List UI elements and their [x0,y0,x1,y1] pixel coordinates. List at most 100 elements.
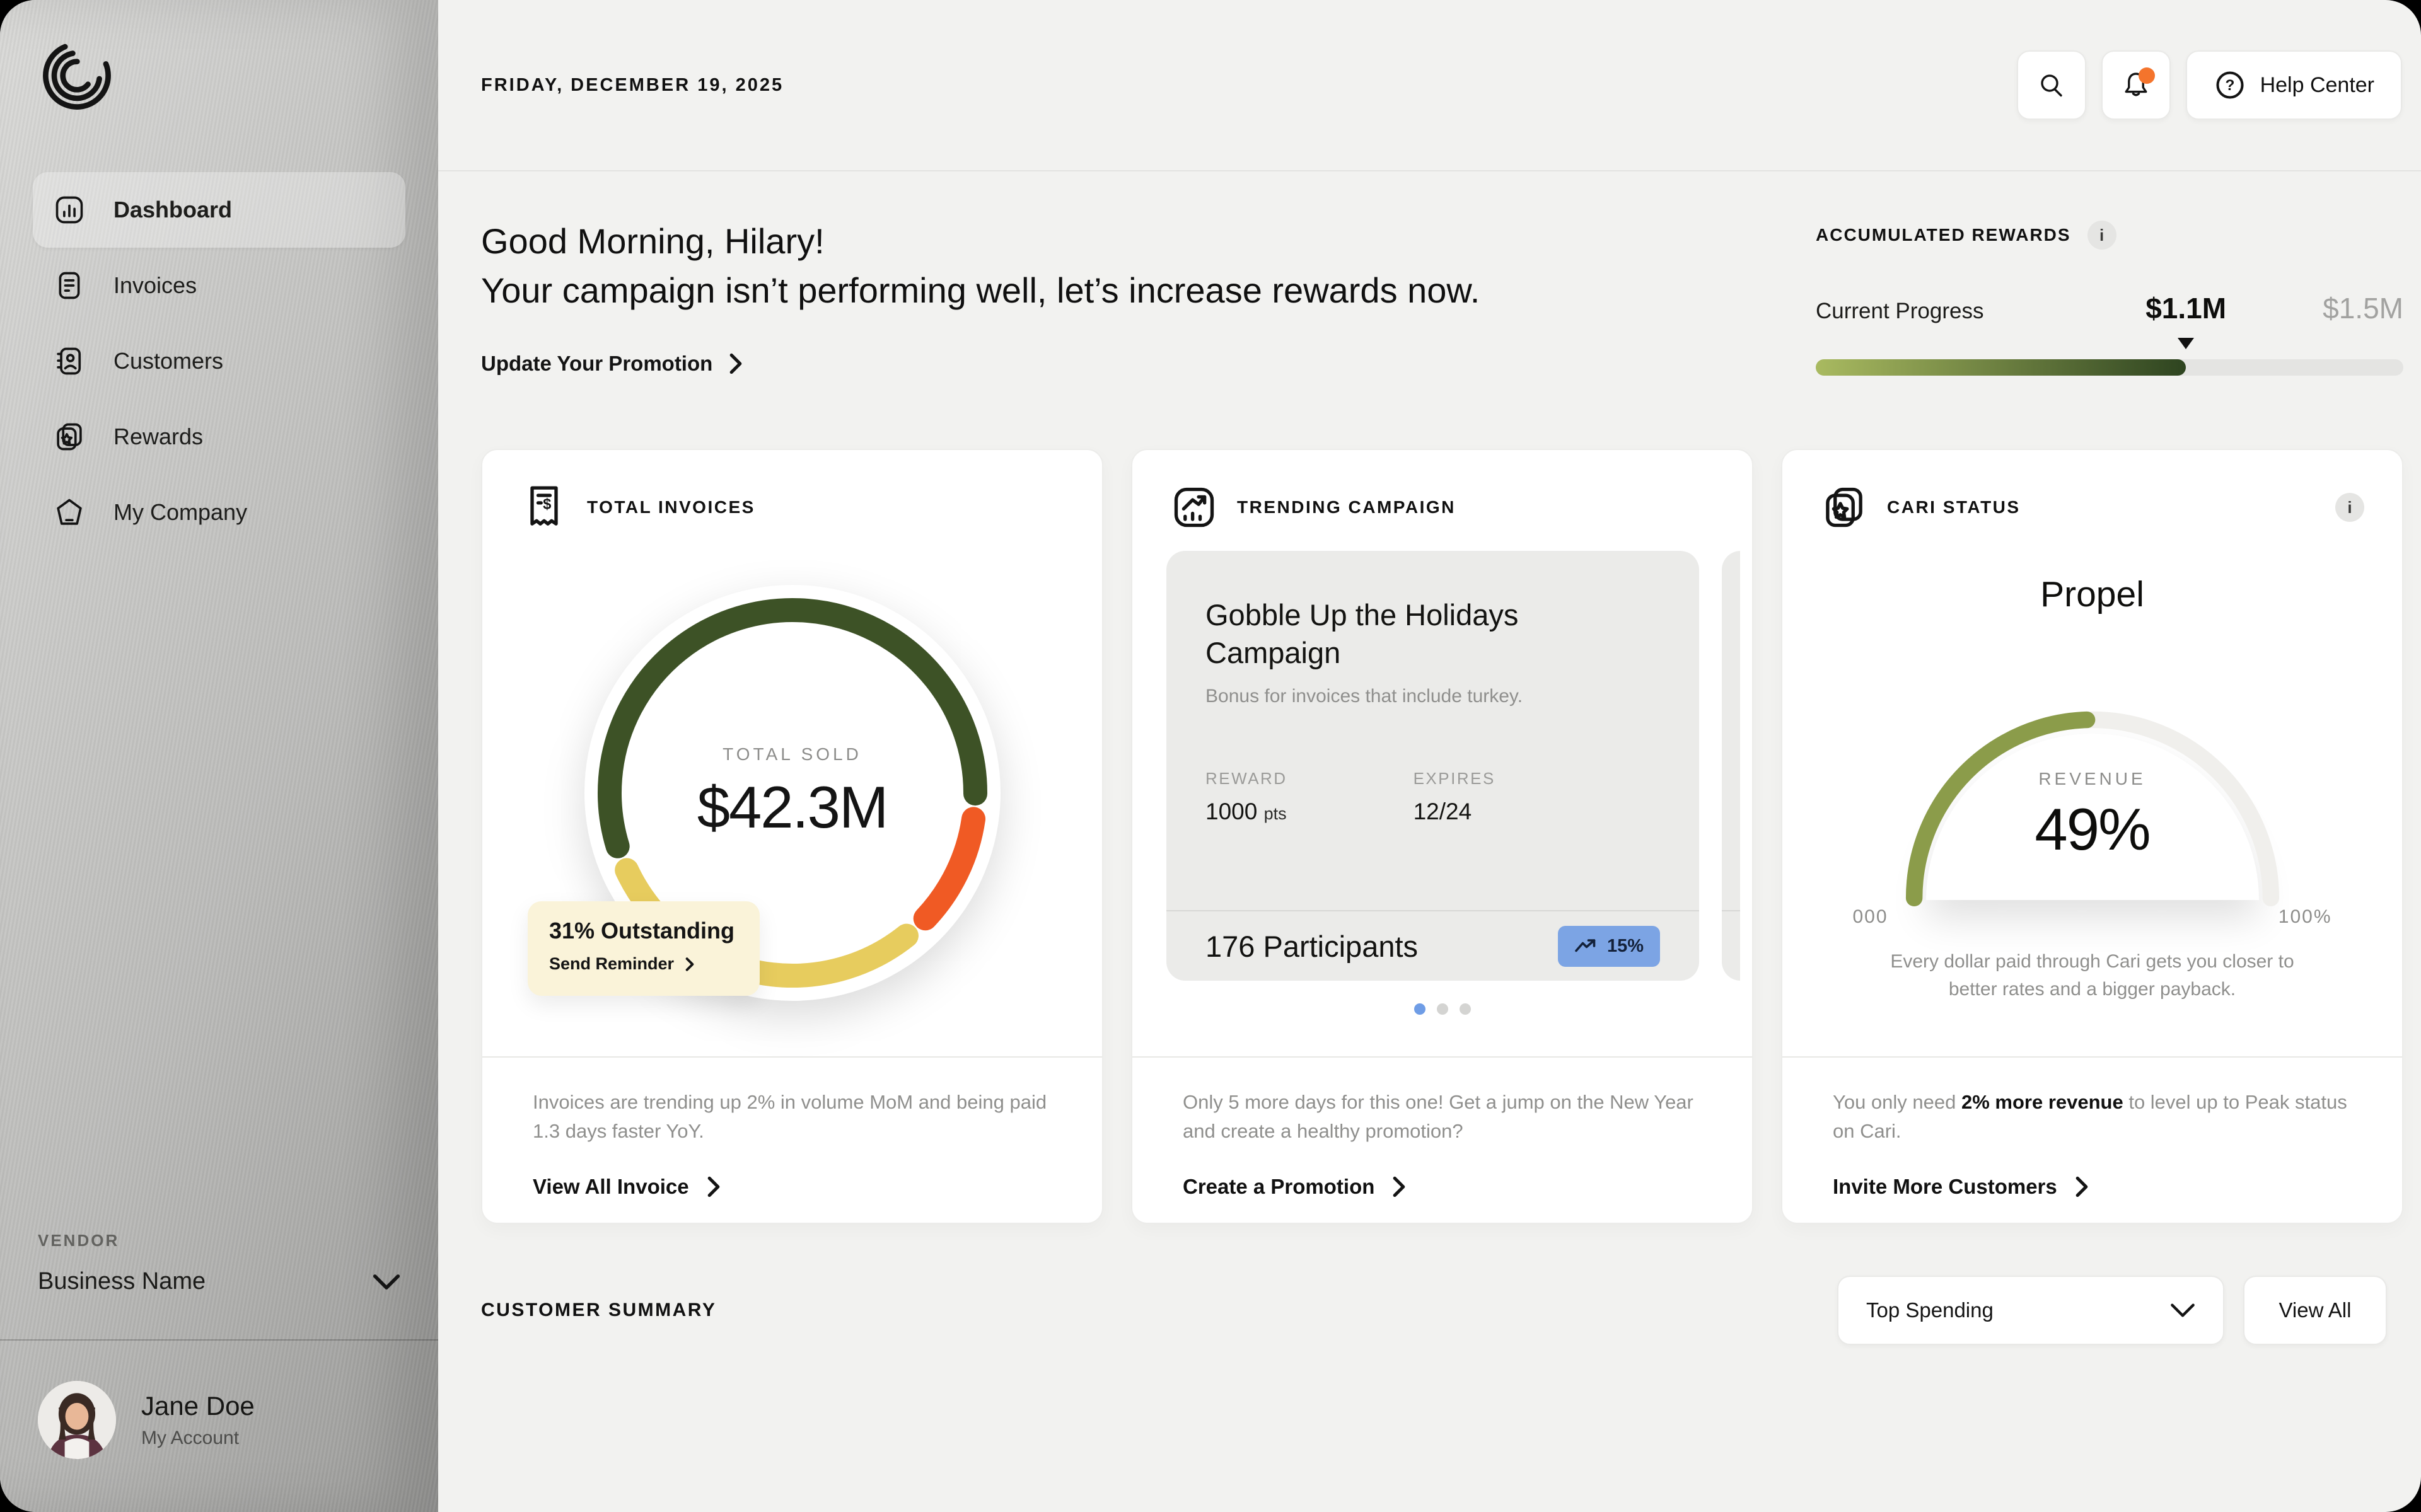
invite-customers-link[interactable]: Invite More Customers [1833,1175,2352,1199]
avatar [38,1381,116,1459]
tooltip-title: 31% Outstanding [549,918,735,944]
vendor-section: VENDOR Business Name [0,1231,438,1295]
hero-section: Good Morning, Hilary! Your campaign isn’… [481,217,2403,376]
invite-customers-label: Invite More Customers [1833,1175,2057,1198]
invoices-summary-text: Invoices are trending up 2% in volume Mo… [533,1091,1047,1142]
card-title: CARI STATUS [1887,497,2021,517]
top-spending-dropdown[interactable]: Top Spending [1837,1276,2224,1345]
trending-campaign-card: TRENDING CAMPAIGN Gobble Up the Holidays… [1131,449,1753,1224]
customers-icon [52,343,87,379]
info-icon[interactable]: i [2087,221,2116,250]
sidebar-item-customers[interactable]: Customers [33,323,405,399]
carousel-dot[interactable] [1459,1003,1471,1015]
dropdown-value: Top Spending [1866,1298,1994,1322]
campaign-slide[interactable]: Gobble Up the Holidays Campaign Bonus fo… [1166,551,1699,981]
cari-logo-icon [43,42,111,110]
progress-current-value: $1.1M [2145,292,2227,325]
update-promotion-label: Update Your Promotion [481,352,713,375]
chevron-down-icon [373,1274,400,1290]
my-account-link[interactable]: My Account [141,1428,240,1448]
sidebar-item-rewards[interactable]: Rewards [33,399,405,475]
send-reminder-link[interactable]: Send Reminder [549,954,738,974]
cari-gauge-chart: Propel REVENUE 49% 000 100% [1782,521,2402,1056]
cari-summary-text: You only need 2% more revenue to level u… [1833,1091,2347,1142]
update-promotion-link[interactable]: Update Your Promotion [481,352,1480,376]
chevron-right-icon [1393,1176,1405,1197]
my-company-icon [52,495,87,530]
vendor-label: VENDOR [38,1231,120,1250]
sidebar-item-label: My Company [113,499,248,525]
profile-section[interactable]: Jane Doe My Account [0,1341,438,1512]
outstanding-tooltip[interactable]: 31% Outstanding Send Reminder [528,901,760,996]
gauge-value: 49% [2035,796,2151,862]
reward-unit: pts [1263,804,1287,823]
topbar-actions: ? Help Center [2016,50,2402,120]
campaign-carousel: Gobble Up the Holidays Campaign Bonus fo… [1132,521,1752,1056]
progress-marker [2178,338,2195,349]
progress-label: Current Progress [1816,299,1984,323]
campaign-slide-peek[interactable] [1722,551,1740,981]
promo-divider [1722,910,1740,911]
notifications-button[interactable] [2101,50,2171,120]
help-icon: ? [2216,71,2244,99]
greeting-line: Good Morning, Hilary! [481,221,825,261]
gauge-max: 100% [2278,906,2332,927]
trend-badge-value: 15% [1606,935,1644,956]
progress-fill [1816,359,2186,376]
content: Good Morning, Hilary! Your campaign isn’… [438,171,2421,1512]
gauge-arc [1905,711,2279,907]
sidebar-nav: Dashboard Invoices Customers Rewards [0,172,438,550]
vendor-name: Business Name [38,1268,206,1295]
campaign-name: Gobble Up the Holidays Campaign [1205,598,1519,669]
trend-badge: 15% [1557,925,1660,967]
donut-label: TOTAL SOLD [723,744,862,764]
receipt-icon: $ [530,486,558,526]
view-all-button[interactable]: View All [2243,1276,2387,1345]
view-all-invoice-link[interactable]: View All Invoice [533,1175,1052,1199]
invoices-donut-chart: TOTAL SOLD $42.3M 31% Outstanding Send R… [482,521,1102,1056]
customer-summary-title: CUSTOMER SUMMARY [481,1300,717,1320]
create-promotion-link[interactable]: Create a Promotion [1183,1175,1702,1199]
chevron-right-icon [685,957,694,971]
help-center-button[interactable]: ? Help Center [2185,50,2402,120]
brand-logo[interactable] [0,0,438,118]
tier-name: Propel [2040,574,2144,615]
greeting-block: Good Morning, Hilary! Your campaign isn’… [481,217,1480,376]
promo-divider [1166,910,1699,911]
invoices-icon [52,268,87,303]
cari-status-card: CARI STATUS i Propel REVENUE 49% [1781,449,2403,1224]
search-button[interactable] [2016,50,2086,120]
card-title: TOTAL INVOICES [587,497,755,517]
dashboard-icon [52,192,87,228]
carousel-dot[interactable] [1436,1003,1448,1015]
chevron-down-icon [2171,1303,2195,1317]
cards-row: $ TOTAL INVOICES TOTAL SOLD $42.3M 3 [481,449,2403,1224]
donut-value: $42.3M [697,774,889,840]
sidebar-bottom: VENDOR Business Name [0,1231,438,1512]
chevron-right-icon [2076,1176,2088,1197]
sidebar-item-my-company[interactable]: My Company [33,475,405,550]
sidebar: Dashboard Invoices Customers Rewards [0,0,438,1512]
carousel-dots [1132,1003,1752,1015]
vendor-selector[interactable]: Business Name [38,1268,400,1295]
rewards-title: ACCUMULATED REWARDS [1816,225,2071,245]
gauge-caption: Every dollar paid through Cari gets you … [1890,951,2294,1000]
reward-value: 1000 [1205,799,1258,824]
sidebar-item-dashboard[interactable]: Dashboard [33,172,405,248]
card-title: TRENDING CAMPAIGN [1237,497,1456,517]
chevron-right-icon [729,353,742,374]
participants-count: 176 Participants [1205,929,1419,963]
card-divider [1132,1056,1752,1058]
carousel-dot[interactable] [1414,1003,1425,1015]
view-all-invoice-label: View All Invoice [533,1175,689,1198]
trend-up-icon [1575,939,1596,952]
notification-dot [2138,67,2155,84]
progress-bar [1816,338,2403,376]
info-icon[interactable]: i [2335,493,2364,522]
sidebar-item-invoices[interactable]: Invoices [33,248,405,323]
customer-summary-section: CUSTOMER SUMMARY Top Spending View All [481,1276,2403,1345]
help-center-label: Help Center [2260,72,2374,97]
topbar: FRIDAY, DECEMBER 19, 2025 ? Help Center [438,0,2421,171]
card-divider [482,1056,1102,1058]
